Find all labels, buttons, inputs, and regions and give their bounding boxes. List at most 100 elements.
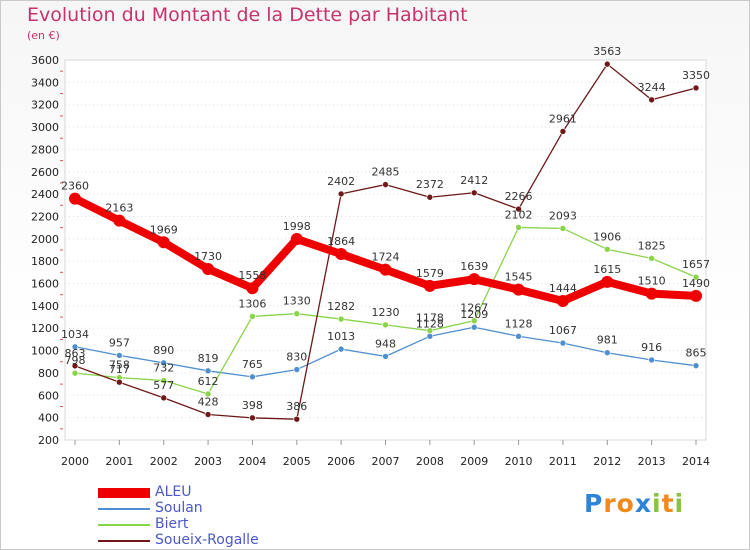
x-tick-label: 2010: [505, 455, 533, 468]
legend-swatch: [98, 485, 150, 501]
x-tick-label: 2001: [105, 455, 133, 468]
y-tick-label: 3400: [31, 76, 59, 89]
y-tick-label: 400: [38, 412, 59, 425]
legend-label: Soueix-Rogalle: [155, 532, 259, 548]
data-point: [648, 255, 655, 262]
data-label: 1490: [682, 277, 710, 290]
data-point: [690, 289, 702, 302]
data-point: [71, 362, 79, 370]
data-label: 1178: [416, 312, 444, 325]
data-point: [249, 373, 256, 381]
data-label: 1067: [549, 324, 577, 337]
data-label: 3563: [593, 45, 621, 58]
data-point: [160, 394, 168, 402]
data-label: 2372: [416, 178, 444, 191]
data-point: [293, 415, 301, 423]
data-label: 1128: [416, 317, 444, 330]
data-label: 1579: [416, 267, 444, 280]
x-tick-label: 2004: [238, 455, 266, 468]
y-tick-label: 1000: [31, 345, 59, 358]
x-tick-label: 2012: [593, 455, 621, 468]
data-point: [515, 332, 522, 340]
data-point: [293, 366, 301, 373]
logo-letter: t: [661, 489, 675, 518]
data-label: 1013: [327, 330, 355, 343]
data-point: [692, 84, 700, 92]
data-label: 957: [109, 336, 130, 349]
data-label: 2402: [327, 175, 355, 188]
x-tick-label: 2009: [460, 455, 488, 468]
data-label: 1510: [638, 275, 666, 288]
data-point: [337, 190, 345, 198]
data-label: 732: [153, 362, 174, 375]
legend-label: Soulan: [155, 500, 203, 516]
data-point: [603, 349, 611, 357]
x-tick-label: 2002: [150, 455, 178, 468]
data-label: 1998: [283, 220, 311, 233]
data-label: 2412: [460, 174, 488, 187]
x-tick-label: 2003: [194, 455, 222, 468]
data-label: 3350: [682, 69, 710, 82]
data-label: 1282: [327, 300, 355, 313]
data-label: 1724: [372, 251, 400, 264]
data-label: 1639: [460, 260, 488, 273]
data-point: [202, 263, 215, 275]
data-label: 2266: [505, 190, 533, 203]
data-label: 1330: [283, 295, 311, 308]
data-label: 1267: [460, 302, 488, 315]
data-point: [692, 362, 700, 369]
logo-letter: P: [584, 489, 604, 518]
data-label: 948: [375, 337, 396, 350]
logo-letter: x: [634, 489, 652, 518]
y-tick-label: 800: [38, 367, 59, 380]
data-point: [559, 128, 567, 135]
data-label: 612: [198, 375, 219, 388]
data-point: [204, 390, 212, 398]
data-label: 830: [286, 351, 307, 364]
data-label: 1128: [505, 317, 533, 330]
data-point: [116, 378, 123, 386]
x-tick-label: 2005: [283, 455, 311, 468]
data-label: 758: [109, 359, 130, 372]
data-point: [379, 263, 392, 276]
data-label: 798: [65, 354, 86, 367]
data-point: [113, 214, 126, 227]
data-label: 1657: [682, 258, 710, 271]
data-point: [160, 377, 168, 384]
legend-label: ALEU: [155, 484, 192, 500]
x-tick-label: 2011: [549, 455, 577, 468]
data-point: [157, 236, 170, 249]
data-point: [71, 343, 79, 351]
data-label: 2360: [61, 180, 89, 193]
y-tick-label: 2600: [31, 166, 59, 179]
data-label: 2093: [549, 209, 577, 222]
data-label: 1730: [194, 250, 222, 263]
data-label: 1230: [372, 306, 400, 319]
data-point: [423, 279, 436, 292]
data-point: [337, 345, 345, 353]
data-point: [648, 96, 655, 104]
y-tick-label: 3600: [31, 54, 59, 67]
data-point: [204, 411, 212, 418]
y-tick-label: 600: [38, 389, 59, 402]
data-label: 3244: [638, 81, 666, 94]
data-label: 717: [109, 363, 130, 376]
data-point: [71, 369, 79, 377]
data-point: [603, 60, 611, 68]
chart-title: Evolution du Montant de la Dette par Hab…: [27, 4, 468, 26]
y-tick-label: 1800: [31, 255, 59, 268]
y-tick-label: 3000: [31, 121, 59, 134]
data-point: [470, 317, 478, 325]
data-point: [337, 315, 345, 323]
data-label: 1906: [593, 230, 621, 243]
data-point: [601, 275, 614, 288]
y-tick-label: 3200: [31, 99, 59, 112]
data-point: [249, 414, 256, 422]
data-point: [293, 310, 301, 318]
data-point: [470, 323, 478, 331]
data-point: [512, 283, 525, 296]
data-point: [249, 313, 256, 320]
data-point: [335, 248, 348, 261]
data-label: 863: [65, 347, 86, 360]
data-label: 1864: [327, 235, 355, 248]
